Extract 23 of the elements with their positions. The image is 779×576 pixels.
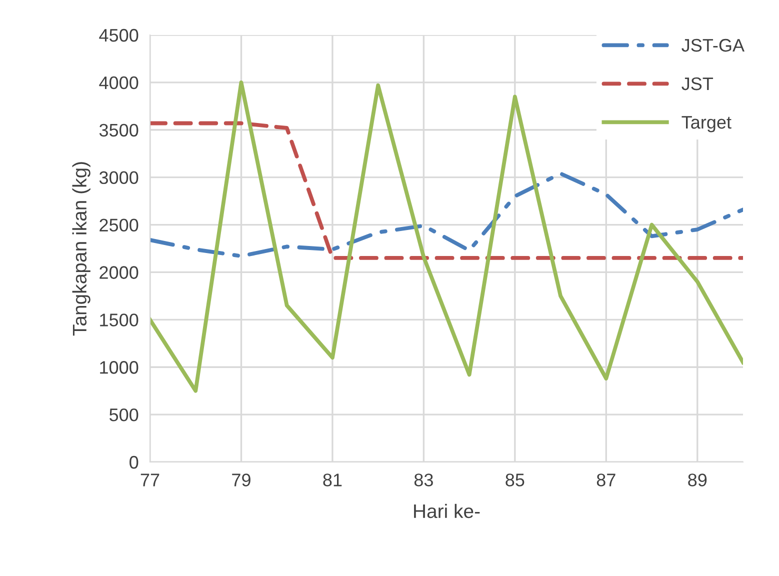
y-tick-label: 4500: [99, 28, 138, 42]
y-axis-title: Tangkapan ikan (kg): [72, 162, 90, 336]
x-tick-label: 77: [140, 474, 160, 486]
x-tick-label: 89: [688, 474, 707, 486]
x-tick-label: 79: [232, 474, 250, 486]
y-tick-label: 500: [109, 408, 138, 422]
legend-label: JST: [682, 77, 714, 90]
x-tick-label: 85: [506, 474, 524, 486]
y-tick-label: 2000: [100, 266, 138, 279]
legend-label: Target: [682, 116, 732, 132]
y-tick-label: 2500: [100, 218, 138, 232]
legend-label: JST-GA: [682, 38, 745, 52]
y-tick-label: 0: [130, 456, 138, 469]
x-tick-label: 81: [323, 474, 342, 486]
y-tick-label: 1500: [100, 314, 138, 326]
line-series: [150, 172, 743, 258]
y-tick-label: 1000: [100, 361, 138, 374]
x-axis-title: Hari ke-: [414, 504, 480, 518]
x-tick-label: 87: [596, 474, 616, 486]
x-tick-label: 83: [414, 474, 433, 486]
y-tick-label: 3000: [99, 171, 138, 184]
y-tick-label: 3500: [99, 124, 138, 137]
y-tick-label: 4000: [99, 76, 138, 90]
